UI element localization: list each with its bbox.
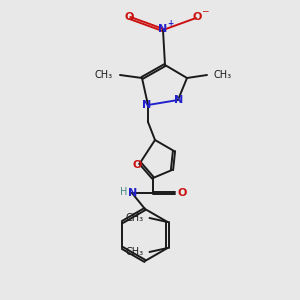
- Text: CH₃: CH₃: [125, 247, 143, 257]
- Text: O: O: [192, 12, 202, 22]
- Text: H: H: [120, 187, 127, 197]
- Text: CH₃: CH₃: [214, 70, 232, 80]
- Text: N: N: [158, 24, 168, 34]
- Text: N: N: [128, 188, 138, 198]
- Text: O: O: [177, 188, 187, 198]
- Text: O: O: [124, 12, 134, 22]
- Text: O: O: [132, 160, 142, 170]
- Text: −: −: [201, 7, 209, 16]
- Text: CH₃: CH₃: [125, 213, 143, 223]
- Text: N: N: [142, 100, 152, 110]
- Text: +: +: [167, 20, 173, 28]
- Text: N: N: [174, 95, 184, 105]
- Text: CH₃: CH₃: [95, 70, 113, 80]
